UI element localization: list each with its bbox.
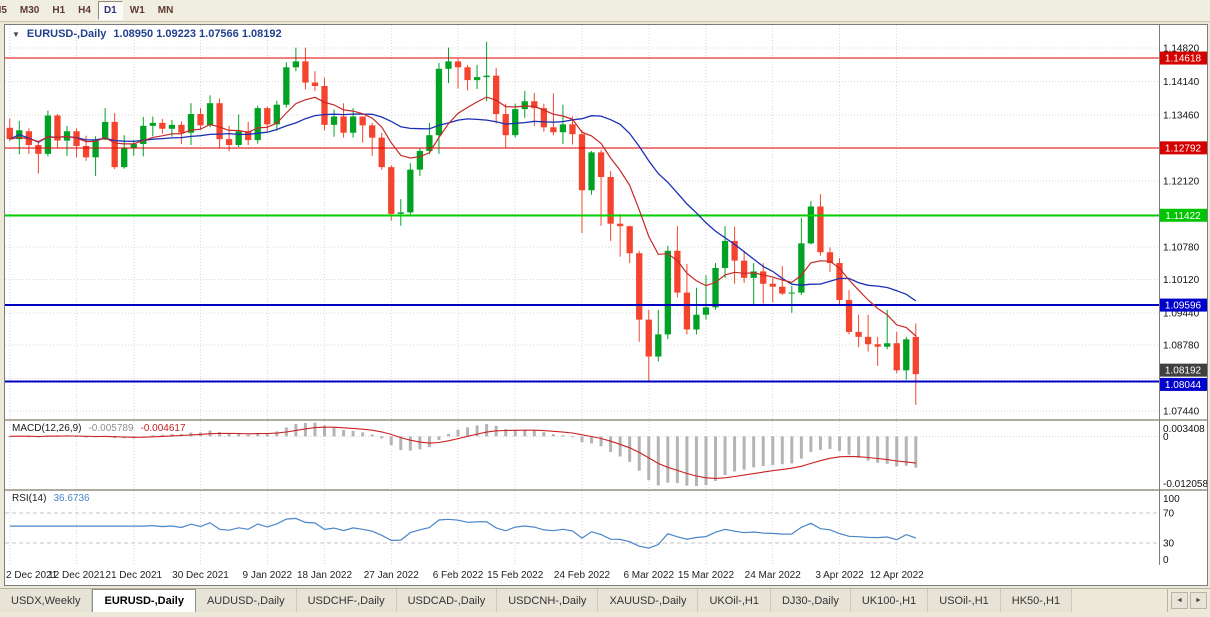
svg-text:1.10780: 1.10780 — [1163, 242, 1200, 253]
timeframe-button-d1[interactable]: D1 — [97, 1, 123, 20]
rsi-plot — [5, 512, 1159, 549]
svg-text:12 Dec 2021: 12 Dec 2021 — [48, 570, 105, 581]
tab-scroll-right-button[interactable]: ► — [1190, 592, 1207, 609]
timeframe-button-h4[interactable]: H4 — [72, 1, 97, 20]
svg-text:0: 0 — [1163, 555, 1169, 566]
tab-xauusd-daily[interactable]: XAUUSD-,Daily — [598, 589, 699, 612]
timeframe-toolbar: M5M30H1H4D1W1MN — [0, 0, 1210, 22]
tab-scroll-controls: ◄ ► — [1167, 589, 1210, 612]
svg-text:1.12792: 1.12792 — [1165, 143, 1202, 154]
svg-text:15 Mar 2022: 15 Mar 2022 — [678, 570, 735, 581]
moving-averages — [9, 96, 917, 337]
svg-text:1.08192: 1.08192 — [1165, 366, 1202, 377]
timeframe-button-h1[interactable]: H1 — [46, 1, 71, 20]
svg-text:6 Mar 2022: 6 Mar 2022 — [623, 570, 674, 581]
tab-usdcad-daily[interactable]: USDCAD-,Daily — [396, 589, 498, 612]
tab-usdchf-daily[interactable]: USDCHF-,Daily — [296, 589, 397, 612]
svg-text:1.14820: 1.14820 — [1163, 44, 1200, 55]
svg-text:1.14140: 1.14140 — [1163, 77, 1200, 88]
svg-text:3 Apr 2022: 3 Apr 2022 — [815, 570, 864, 581]
tab-eurusd-daily[interactable]: EURUSD-,Daily — [92, 589, 196, 612]
chart-tabs: USDX,Weekly EURUSD-,Daily AUDUSD-,Daily USD… — [0, 589, 1167, 612]
horizontal-lines — [5, 57, 1159, 383]
svg-text:30 Dec 2021: 30 Dec 2021 — [172, 570, 229, 581]
svg-text:12 Apr 2022: 12 Apr 2022 — [870, 570, 924, 581]
tab-usoil-h1[interactable]: USOil-,H1 — [928, 589, 1001, 612]
svg-text:18 Jan 2022: 18 Jan 2022 — [297, 570, 352, 581]
svg-text:6 Feb 2022: 6 Feb 2022 — [433, 570, 484, 581]
timeframe-button-w1[interactable]: W1 — [124, 1, 151, 20]
svg-text:-0.012058: -0.012058 — [1163, 479, 1207, 490]
tab-dj30-daily[interactable]: DJ30-,Daily — [770, 589, 851, 612]
chart-window: 1.14820 1.14140 1.13460 1.12120 1.10780 1.101… — [4, 24, 1208, 586]
price-badges: 1.14618 1.12792 1.11422 1.09596 1.08192 1.080… — [1160, 51, 1207, 391]
svg-text:30: 30 — [1163, 538, 1175, 549]
chart-canvas[interactable]: 1.14820 1.14140 1.13460 1.12120 1.10780 1.101… — [5, 25, 1207, 585]
tab-scroll-left-button[interactable]: ◄ — [1171, 592, 1188, 609]
window-bottom-edge — [0, 612, 1210, 617]
svg-text:1.08780: 1.08780 — [1163, 341, 1200, 352]
arrow-left-icon: ◄ — [1176, 597, 1183, 604]
svg-text:27 Jan 2022: 27 Jan 2022 — [364, 570, 419, 581]
svg-text:1.10120: 1.10120 — [1163, 275, 1200, 286]
tab-ukoil-h1[interactable]: UKOil-,H1 — [698, 589, 771, 612]
tab-hk50-h1[interactable]: HK50-,H1 — [1000, 589, 1073, 612]
timeframe-button-m5[interactable]: M5 — [0, 1, 13, 20]
macd-plot — [5, 422, 1159, 487]
svg-text:1.09596: 1.09596 — [1165, 301, 1202, 312]
svg-text:24 Feb 2022: 24 Feb 2022 — [554, 570, 611, 581]
svg-text:0: 0 — [1163, 432, 1169, 443]
tab-audusd-daily[interactable]: AUDUSD-,Daily — [195, 589, 297, 612]
svg-text:15 Feb 2022: 15 Feb 2022 — [487, 570, 544, 581]
svg-text:70: 70 — [1163, 509, 1175, 520]
svg-text:24 Mar 2022: 24 Mar 2022 — [745, 570, 802, 581]
tab-uk100-h1[interactable]: UK100-,H1 — [850, 589, 929, 612]
chart-tab-bar: USDX,Weekly EURUSD-,Daily AUDUSD-,Daily USD… — [0, 588, 1210, 612]
svg-text:2 Dec 2021: 2 Dec 2021 — [6, 570, 58, 581]
svg-text:100: 100 — [1163, 494, 1180, 505]
svg-text:9 Jan 2022: 9 Jan 2022 — [243, 570, 293, 581]
svg-text:1.12120: 1.12120 — [1163, 176, 1200, 187]
timeframe-button-m30[interactable]: M30 — [14, 1, 45, 20]
timeframe-button-mn[interactable]: MN — [152, 1, 180, 20]
arrow-right-icon: ► — [1195, 597, 1202, 604]
svg-text:0.003408: 0.003408 — [1163, 424, 1205, 435]
pane-divider[interactable] — [5, 489, 1207, 491]
pane-divider[interactable] — [5, 419, 1207, 421]
svg-text:1.13460: 1.13460 — [1163, 111, 1200, 122]
chart-region: 1.14820 1.14140 1.13460 1.12120 1.10780 1.101… — [0, 22, 1210, 588]
pane-dividers — [5, 419, 1207, 491]
svg-text:1.09440: 1.09440 — [1163, 308, 1200, 319]
svg-text:1.14618: 1.14618 — [1165, 54, 1202, 65]
svg-text:21 Dec 2021: 21 Dec 2021 — [105, 570, 162, 581]
tab-usdcnh-daily[interactable]: USDCNH-,Daily — [497, 589, 599, 612]
svg-text:1.11422: 1.11422 — [1165, 211, 1201, 222]
candlesticks — [6, 41, 919, 405]
svg-text:1.07440: 1.07440 — [1163, 407, 1200, 418]
tab-usdx-weekly[interactable]: USDX,Weekly — [0, 589, 93, 612]
svg-text:1.08044: 1.08044 — [1165, 380, 1202, 391]
price-axis-labels: 1.14820 1.14140 1.13460 1.12120 1.10780 1.101… — [1163, 44, 1207, 566]
